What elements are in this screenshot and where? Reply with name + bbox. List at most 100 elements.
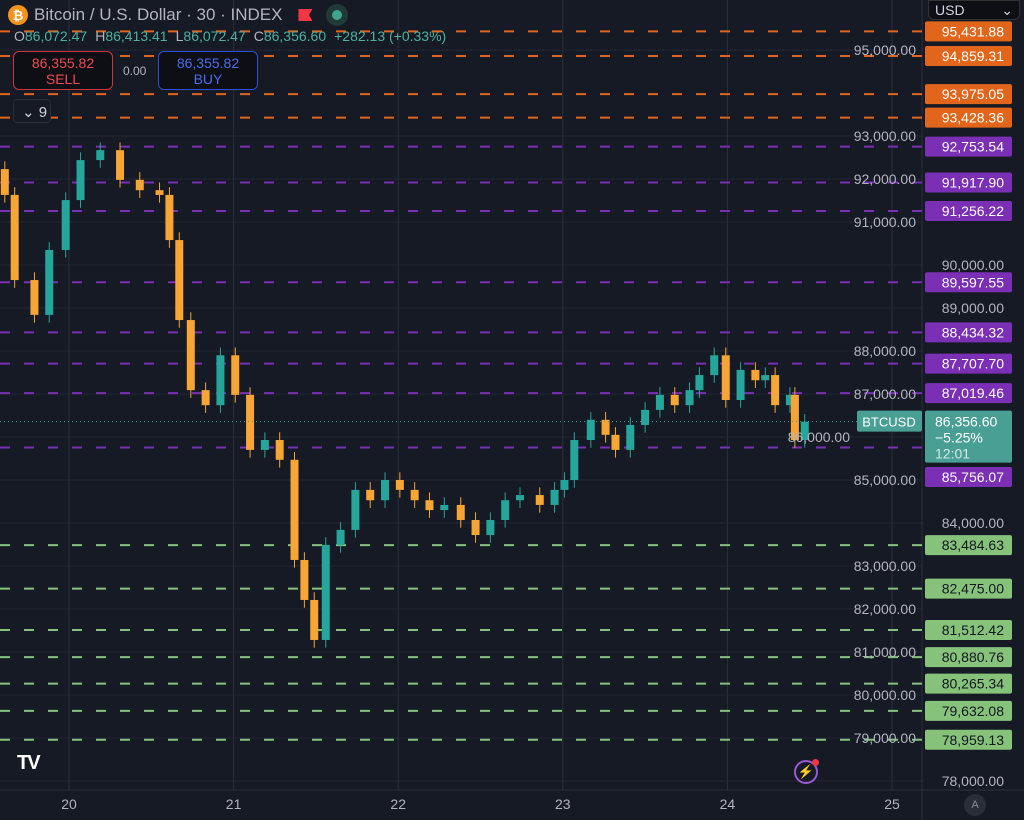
level-label-text: 80,880.76 [942,649,1004,665]
buy-button[interactable]: 86,355.82 BUY [158,51,258,90]
candle-body [30,280,39,315]
level-label-text: 92,753.54 [942,139,1004,155]
level-label-text: 79,632.08 [942,703,1004,719]
candle-body [61,200,70,250]
y-tick-label: 90,000.00 [942,257,1004,273]
y-tick-label-inner: 93,000.00 [854,128,916,144]
x-tick-label: 22 [390,796,406,812]
symbol-title[interactable]: Bitcoin / U.S. Dollar · 30 · INDEX [34,5,283,24]
level-label: 79,632.08 [925,700,1012,721]
y-tick-label-inner: 87,000.00 [854,386,916,402]
level-label-text: 78,959.13 [942,732,1004,748]
level-label-text: 85,756.07 [942,469,1004,485]
lightning-icon[interactable]: ⚡ [794,759,819,784]
candle-body [456,504,465,520]
candle-body [626,424,635,450]
level-label-bg [925,700,1012,721]
level-label: 87,019.46 [925,383,1012,404]
candle-body [586,419,595,441]
high-value: 86,413.41 [105,28,168,44]
level-label-bg [925,46,1012,67]
candle-body [516,495,525,501]
candle-body [736,369,745,401]
y-tick-label-inner: 88,000.00 [854,343,916,359]
y-tick-label-inner: 82,000.00 [854,601,916,617]
candle-body [601,419,610,435]
level-label: 81,512.42 [925,619,1012,640]
level-label-text: 80,265.34 [942,676,1004,692]
level-label-bg [925,353,1012,374]
candle-body [45,249,54,315]
candle-body [116,150,125,180]
low-label: L [175,28,184,44]
current-price-change: −5.25% [935,430,983,446]
candle-body [721,355,730,401]
level-label: 93,428.36 [925,107,1012,128]
bar-countdown: 12:01 [935,446,970,462]
auto-scale-button[interactable]: A [964,794,986,816]
sell-button[interactable]: 86,355.82 SELL [13,51,113,90]
level-label-bg [925,200,1012,221]
flag-icon[interactable] [298,9,313,21]
candle-body [275,440,284,460]
level-label-text: 93,428.36 [942,110,1004,126]
candle-body [216,355,225,406]
candle-body [135,179,144,191]
level-label-bg [925,383,1012,404]
level-label-bg [925,136,1012,157]
candle-body [410,489,419,501]
indicator-count: 9 [38,104,48,121]
level-label-text: 83,484.63 [942,537,1004,553]
level-label-text: 87,707.70 [942,356,1004,372]
tradingview-logo[interactable]: TV [17,752,41,774]
candle-body [685,390,694,406]
level-label-bg [925,647,1012,668]
level-label: 82,475.00 [925,578,1012,599]
level-label: 87,707.70 [925,353,1012,374]
y-tick-label-inner: 92,000.00 [854,171,916,187]
level-label: 83,484.63 [925,535,1012,556]
candle-body [800,421,809,441]
symbol-tag-bg [857,410,922,432]
level-label-bg [925,729,1012,750]
buy-label: BUY [193,71,223,87]
level-label-bg [925,107,1012,128]
level-label-text: 88,434.32 [942,324,1004,340]
candle-body [260,440,269,450]
level-label-text: 91,256.22 [942,203,1004,219]
level-label-bg [925,21,1012,42]
chevron-down-icon: ⌄ [1001,2,1013,18]
candle-body [790,394,799,441]
indicators-toggle[interactable]: ⌄ 9 [13,99,51,123]
candle-body [175,240,184,321]
candle-body [290,459,299,560]
y-tick-label-inner: 85,000.00 [854,472,916,488]
candle-body [710,355,719,376]
candle-body [366,489,375,501]
candle-body [310,599,319,640]
candle-body [560,480,569,490]
candle-body [201,390,210,406]
candle-body [751,369,760,381]
low-value: 86,072.47 [183,28,246,44]
y-tick-label-inner: 95,000.00 [854,42,916,58]
candle-body [381,480,390,501]
y-tick-label-inner: 83,000.00 [854,558,916,574]
level-label-bg [925,535,1012,556]
level-label-text: 93,975.05 [942,86,1004,102]
candle-body [655,394,664,410]
candle-body [501,500,510,520]
x-tick-label: 20 [61,796,77,812]
y-tick-label-inner: 79,000.00 [854,730,916,746]
currency-value: USD [935,2,965,18]
candle-body [695,375,704,391]
y-tick-label-inner: 80,000.00 [854,687,916,703]
bitcoin-icon: ₿ [8,5,28,25]
y-tick-label: 84,000.00 [942,515,1004,531]
candle-body [440,504,449,511]
candle-body [611,434,620,450]
market-status-icon[interactable] [326,4,349,26]
level-label: 95,431.88 [925,21,1012,42]
currency-select[interactable]: USD ⌄ [928,0,1020,20]
